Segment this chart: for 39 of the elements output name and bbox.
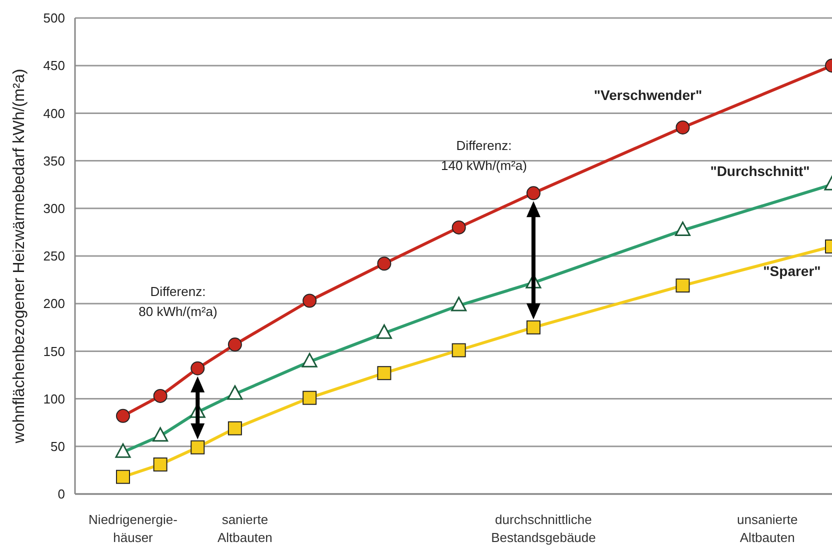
x-tick-label: unsanierte Altbauten (737, 512, 798, 545)
point (676, 120, 690, 134)
point (452, 220, 466, 234)
point (190, 361, 205, 376)
y-axis-title: wohnflächenbezogener Heizwärmebedarf kWh/(m²a) (11, 68, 28, 444)
x-tick-label: sanierte Altbauten (217, 512, 272, 545)
point (452, 343, 466, 358)
series-label: "Verschwender" (594, 87, 702, 103)
point (302, 294, 317, 308)
annotation: Differenz: 140 kWh/(m²a) (441, 138, 527, 173)
point (228, 338, 242, 352)
y-tick-label: 350 (43, 153, 65, 168)
annotation: Differenz: 80 kWh/(m²a) (138, 284, 218, 319)
point (377, 366, 392, 380)
y-tick-label: 400 (43, 106, 65, 121)
point (526, 320, 540, 334)
point (228, 421, 242, 436)
y-tick-label: 200 (43, 296, 65, 312)
y-tick-label: 0 (58, 486, 65, 502)
y-tick-label: 500 (43, 10, 65, 26)
series-label: "Sparer" (763, 263, 821, 279)
point (377, 256, 392, 271)
point (116, 408, 130, 423)
x-tick-label: Niedrigenergie- häuser (88, 512, 178, 545)
point (302, 390, 317, 405)
point (676, 278, 690, 293)
point (153, 457, 168, 472)
y-tick-label: 250 (43, 248, 65, 264)
series-label: "Durchschnitt" (710, 163, 810, 179)
x-tick-label: durchschnittliche Bestandsgebäude (491, 512, 596, 545)
point (116, 470, 130, 484)
point (526, 186, 540, 200)
point (153, 388, 168, 403)
point (190, 440, 205, 454)
y-tick-label: 300 (43, 200, 65, 216)
y-tick-label: 450 (43, 58, 65, 74)
y-tick-label: 50 (50, 438, 65, 454)
y-tick-label: 100 (43, 391, 65, 406)
y-tick-label: 150 (43, 344, 65, 359)
